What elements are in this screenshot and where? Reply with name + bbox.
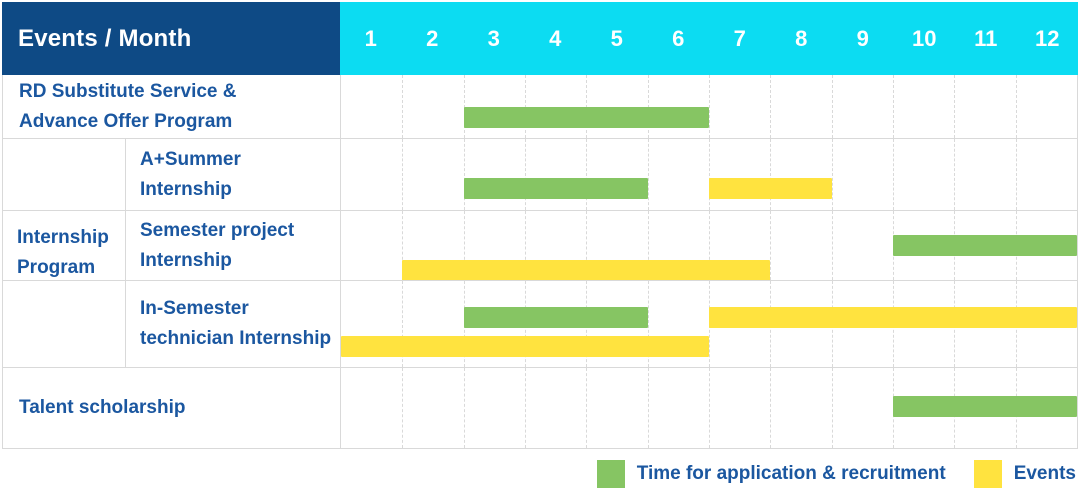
month-gridline [525, 75, 526, 138]
month-gridline [709, 139, 710, 210]
month-gridline [709, 75, 710, 138]
group-label-internship-program: Internship Program [17, 226, 109, 278]
bar-event [402, 260, 771, 281]
month-gridline [893, 75, 894, 138]
month-gridline [463, 75, 465, 138]
legend: Time for application & recruitment Events [596, 459, 1076, 489]
legend-item-application: Time for application & recruitment [596, 460, 946, 488]
bar-application [463, 178, 648, 199]
legend-swatch-application [596, 460, 625, 488]
legend-swatch-event [973, 460, 1002, 488]
row-bars-area [341, 211, 1077, 281]
month-gridline [709, 211, 710, 280]
month-gridline [402, 368, 404, 448]
bar-event [341, 336, 709, 357]
bar-application [893, 235, 1077, 256]
legend-label-event: Events [1013, 463, 1076, 484]
row-bars-area [341, 281, 1077, 367]
month-gridline [770, 139, 772, 210]
month-gridline [463, 139, 465, 210]
month-gridline [647, 368, 649, 448]
month-header-10: 10 [912, 25, 937, 51]
bar-event [709, 178, 832, 199]
bar-event [709, 307, 1077, 328]
month-header-5: 5 [610, 25, 623, 51]
month-gridline [831, 139, 833, 210]
legend-label-application: Time for application & recruitment [636, 463, 946, 484]
schedule-row: RD Substitute Service & Advance Offer Pr… [3, 75, 1077, 138]
month-gridline [525, 139, 526, 210]
row-label: Semester project Internship [125, 211, 341, 280]
events-month-title: Events / Month [18, 24, 192, 52]
month-header-11: 11 [974, 25, 998, 51]
table-header-row: Events / Month 1 2 3 4 5 6 7 8 9 10 11 12 [2, 2, 1078, 75]
month-gridline [647, 211, 649, 280]
month-gridline [402, 211, 404, 280]
month-gridline [770, 75, 772, 138]
events-month-header-cell: Events / Month [2, 2, 340, 75]
month-gridline [463, 211, 465, 280]
month-gridline [586, 368, 588, 448]
month-gridline [954, 139, 956, 210]
month-gridline [525, 368, 526, 448]
row-bars-area [341, 368, 1077, 448]
schedule-row: Talent scholarship [3, 367, 1077, 448]
month-header-6: 6 [672, 25, 685, 51]
month-gridline [770, 368, 772, 448]
row-label: In-Semester technician Internship [125, 281, 341, 367]
row-bars-area [341, 139, 1077, 210]
month-header-2: 2 [426, 25, 439, 51]
legend-item-event: Events [973, 460, 1076, 488]
month-gridline [586, 75, 588, 138]
month-gridline [525, 211, 526, 280]
schedule-body: RD Substitute Service & Advance Offer Pr… [2, 75, 1078, 449]
month-header-cells: 1 2 3 4 5 6 7 8 9 10 11 12 [340, 2, 1078, 75]
month-gridline [1015, 75, 1017, 138]
month-gridline [586, 211, 588, 280]
schedule-row: In-Semester technician Internship [3, 280, 1077, 367]
month-gridline [647, 75, 649, 138]
month-header-4: 4 [549, 25, 562, 51]
month-gridline [831, 368, 833, 448]
month-gridline [586, 139, 588, 210]
month-header-12: 12 [1035, 25, 1060, 51]
month-gridline [709, 368, 710, 448]
month-gridline [893, 139, 894, 210]
row-label: RD Substitute Service & Advance Offer Pr… [3, 75, 341, 138]
month-header-9: 9 [856, 25, 869, 51]
month-gridline [402, 75, 404, 138]
month-header-7: 7 [733, 25, 746, 51]
schedule-row: Semester project Internship [3, 210, 1077, 281]
bar-application [463, 307, 648, 328]
month-gridline [770, 211, 772, 280]
month-gridline [463, 368, 465, 448]
month-gridline [1015, 139, 1017, 210]
row-label: Talent scholarship [3, 368, 341, 448]
month-header-8: 8 [795, 25, 808, 51]
month-gridline [954, 75, 956, 138]
month-gridline [402, 281, 404, 367]
schedule-row: A+Summer Internship [3, 138, 1077, 210]
row-bars-area [341, 75, 1077, 138]
month-gridline [831, 211, 833, 280]
month-header-1: 1 [364, 25, 377, 51]
bar-application [893, 396, 1077, 417]
schedule-table: Events / Month 1 2 3 4 5 6 7 8 9 10 11 12 RD Substi… [2, 2, 1078, 449]
month-gridline [647, 139, 649, 210]
month-gridline [402, 139, 404, 210]
bar-application [463, 107, 709, 128]
month-header-3: 3 [487, 25, 500, 51]
row-label: A+Summer Internship [125, 139, 341, 210]
month-gridline [647, 281, 649, 367]
month-gridline [831, 75, 833, 138]
